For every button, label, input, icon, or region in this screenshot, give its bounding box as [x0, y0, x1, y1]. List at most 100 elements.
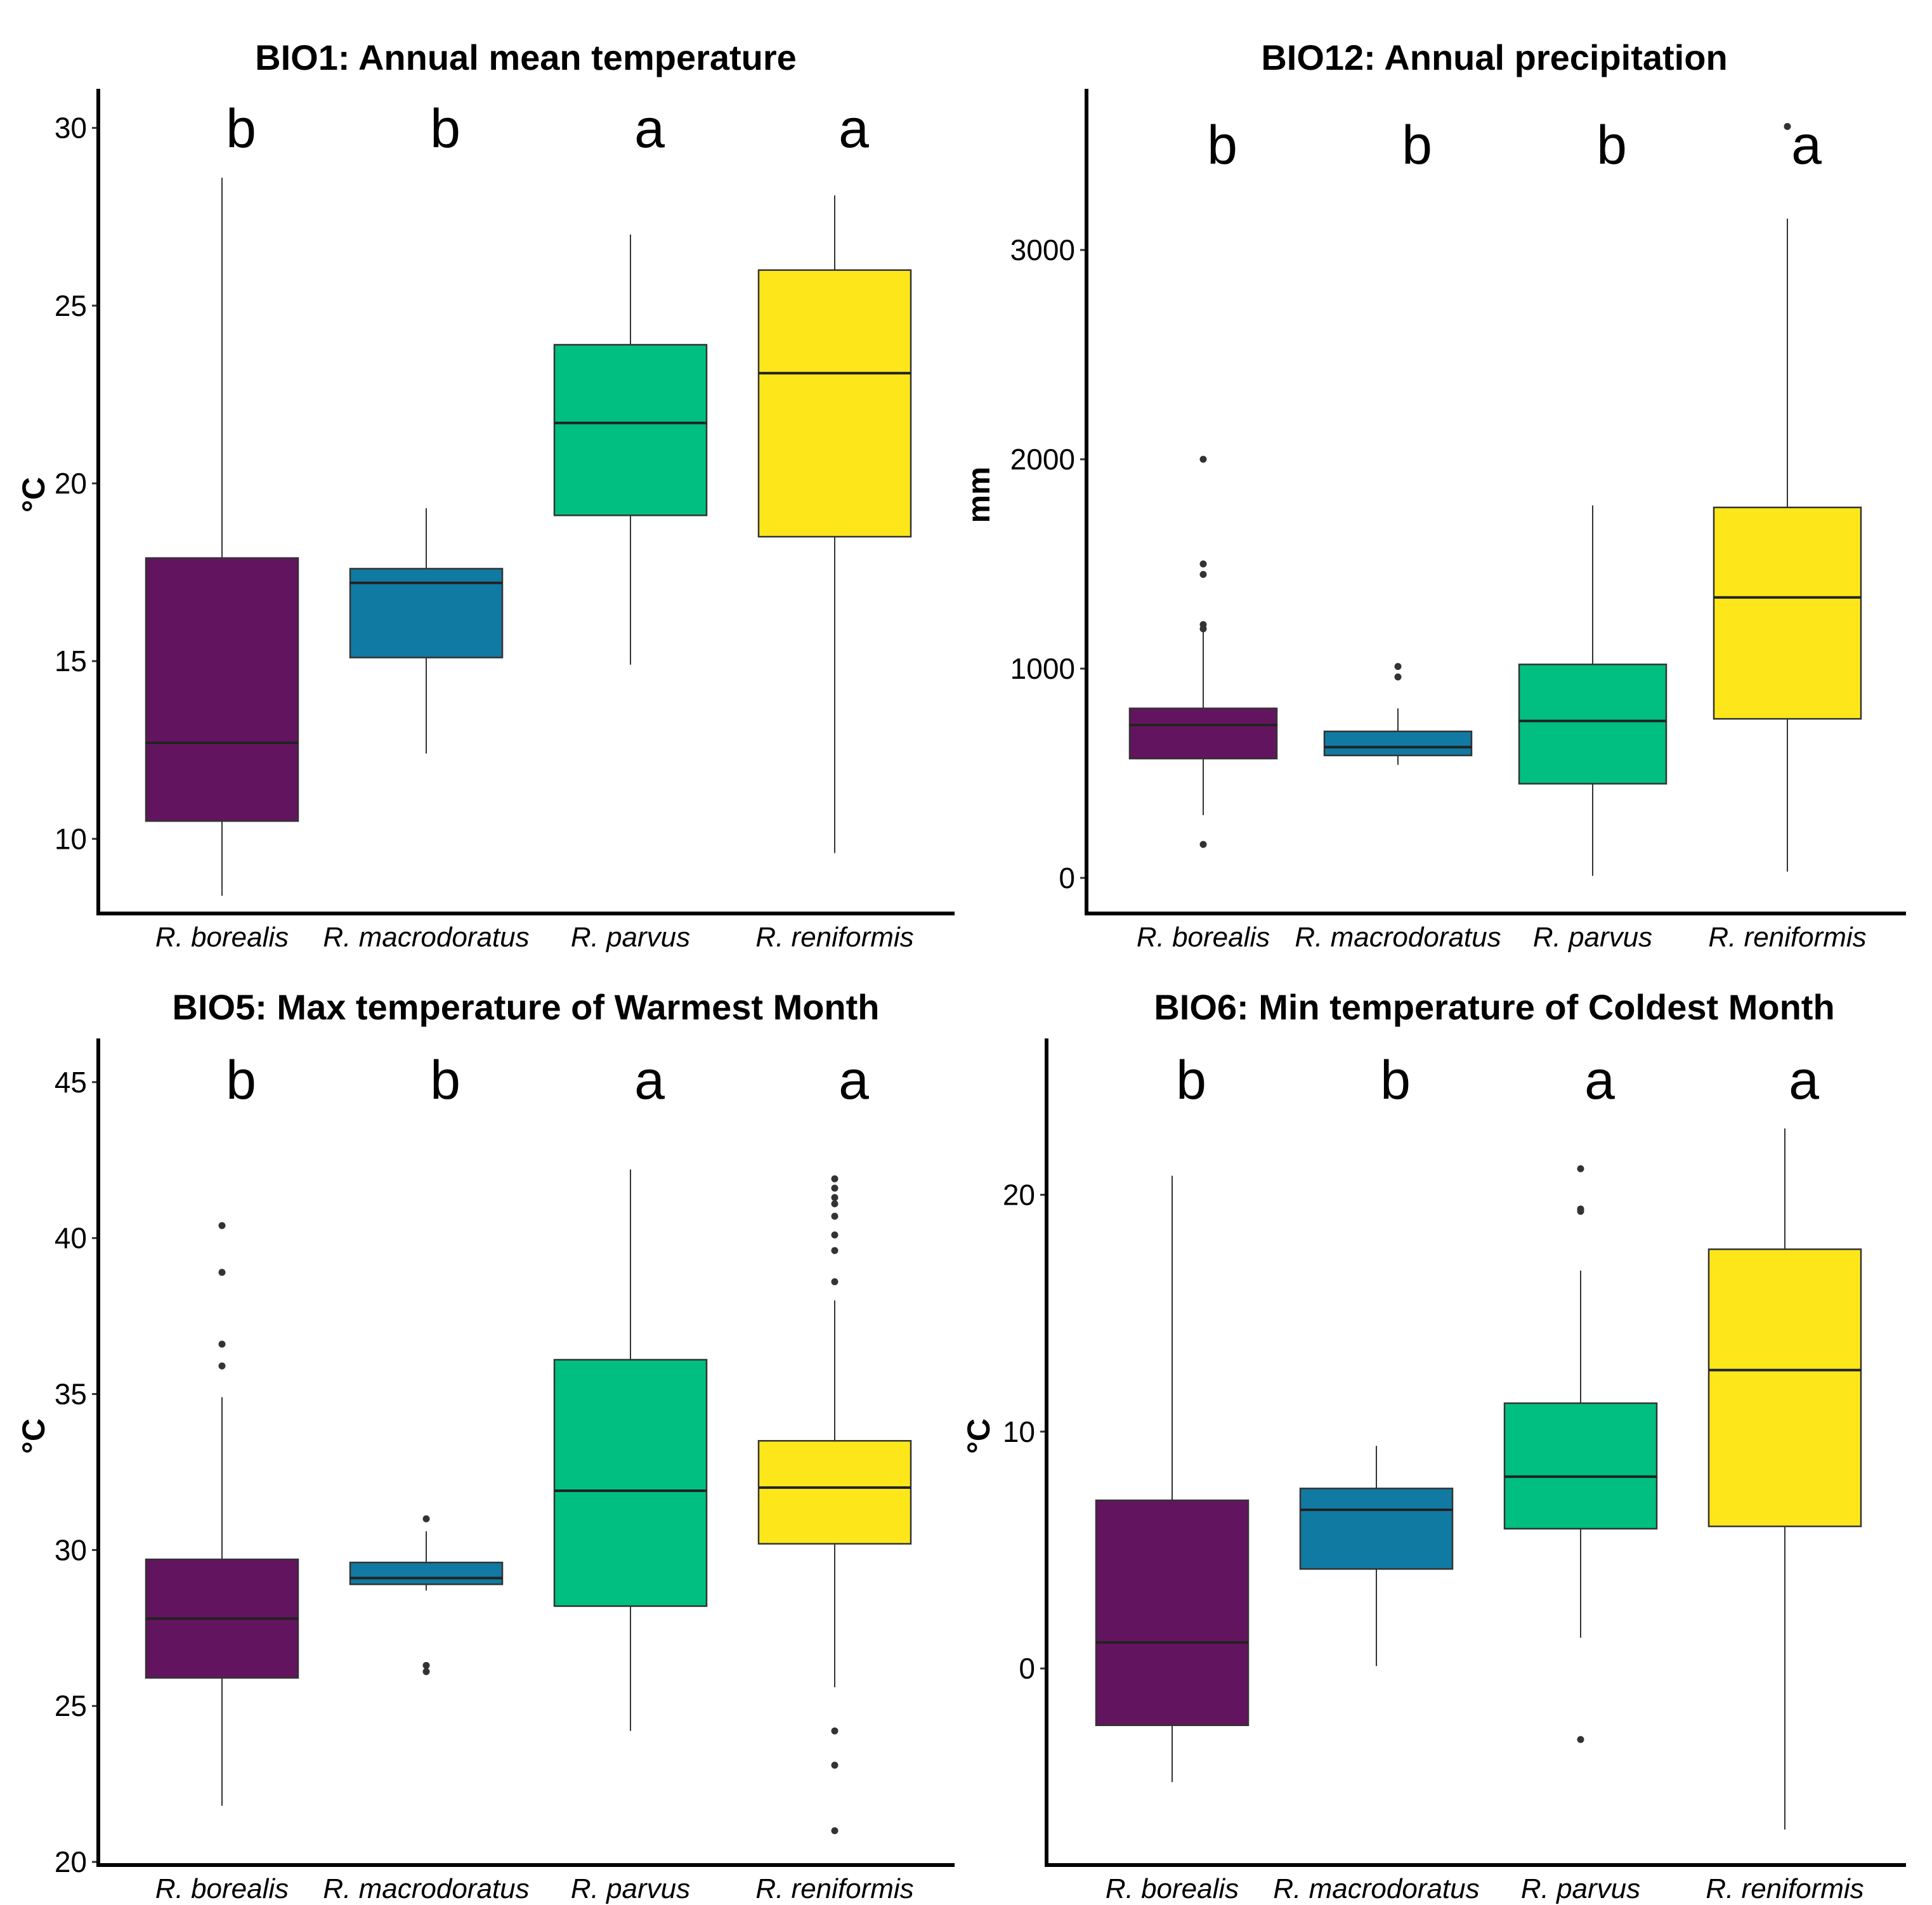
significance-letter: b — [1596, 115, 1627, 176]
panel-bio5: BIO5: Max temperature of Warmest Month °… — [16, 987, 955, 1904]
significance-letter: a — [1789, 1050, 1819, 1111]
y-axis-label: °C — [16, 1418, 51, 1454]
box-iqr — [553, 344, 708, 516]
box-iqr — [1128, 707, 1278, 760]
panel-title: BIO5: Max temperature of Warmest Month — [173, 987, 880, 1027]
box-iqr — [757, 1440, 912, 1545]
significance-letter: a — [1791, 115, 1822, 176]
outlier-point — [218, 1269, 226, 1276]
outlier-point — [1199, 455, 1207, 463]
y-tick-label: 35 — [55, 1378, 87, 1411]
significance-letter: a — [1584, 1050, 1615, 1111]
outlier-point — [1394, 673, 1402, 681]
significance-letter: b — [1380, 1050, 1411, 1111]
outlier-point — [831, 1247, 839, 1254]
y-tick-label: 25 — [55, 289, 87, 322]
box-iqr — [757, 269, 912, 538]
outlier-point — [1577, 1205, 1584, 1213]
x-tick-label: R. macrodoratus — [1295, 922, 1501, 953]
plot-area: 0 10 20 R. borealis b R. macrodoratus b R. parv… — [1003, 1038, 1906, 1904]
x-tick-label: R. macrodoratus — [1273, 1873, 1479, 1904]
significance-letter: b — [430, 98, 460, 159]
outlier-point — [1394, 663, 1402, 671]
plot-area: 20 25 30 35 40 45 R. borealis b R. macrodoratus b… — [55, 1038, 955, 1904]
y-tick-label: 20 — [1003, 1178, 1035, 1211]
y-tick-label: 40 — [55, 1222, 87, 1255]
outlier-point — [1577, 1736, 1584, 1743]
outlier-point — [831, 1194, 839, 1201]
significance-letter: b — [1207, 115, 1237, 176]
x-tick-label: R. reniformis — [1708, 922, 1866, 953]
y-tick-label: 3000 — [1010, 233, 1075, 266]
y-tick-label: 30 — [55, 112, 87, 145]
outlier-point — [831, 1278, 839, 1286]
x-tick-label: R. reniformis — [755, 922, 913, 953]
significance-letter: a — [634, 1050, 665, 1111]
outlier-point — [831, 1200, 839, 1208]
y-tick-label: 30 — [55, 1533, 87, 1566]
outlier-point — [831, 1184, 839, 1192]
y-axis-label: mm — [961, 467, 996, 523]
y-tick-label: 10 — [1003, 1415, 1035, 1448]
x-tick-label: R. borealis — [155, 1873, 289, 1904]
significance-letter: a — [839, 98, 869, 159]
x-tick-label: R. parvus — [1533, 922, 1652, 953]
box-iqr — [1518, 664, 1668, 785]
outlier-point — [1784, 122, 1791, 130]
y-axis-label: °C — [961, 1418, 996, 1454]
x-tick-label: R. parvus — [1521, 1873, 1640, 1904]
outlier-point — [1199, 621, 1207, 629]
significance-letter: b — [1402, 115, 1432, 176]
y-tick-label: 2000 — [1010, 443, 1075, 476]
y-axis-label: °C — [16, 477, 51, 513]
x-tick-label: R. reniformis — [755, 1873, 913, 1904]
panel-title: BIO12: Annual precipitation — [1261, 37, 1727, 77]
x-tick-label: R. reniformis — [1706, 1873, 1863, 1904]
outlier-point — [422, 1668, 430, 1675]
y-tick-label: 1000 — [1010, 652, 1075, 685]
outlier-point — [218, 1222, 226, 1229]
y-tick-label: 0 — [1019, 1652, 1035, 1685]
box-iqr — [1095, 1499, 1250, 1726]
panel-bio1: BIO1: Annual mean temperature °C 10 15 20 2… — [16, 37, 955, 953]
x-tick-label: R. parvus — [571, 922, 690, 953]
box-iqr — [1503, 1402, 1658, 1530]
significance-letter: b — [226, 1050, 256, 1111]
outlier-point — [218, 1362, 226, 1370]
x-tick-label: R. borealis — [1106, 1873, 1239, 1904]
outlier-point — [422, 1661, 430, 1669]
x-tick-label: R. borealis — [155, 922, 289, 953]
outlier-point — [831, 1827, 839, 1835]
plot-area: 10 15 20 25 30 R. borealis b R. macrodoratus b R.… — [55, 89, 955, 953]
panel-bio12: BIO12: Annual precipitation mm 0 1000 2000… — [961, 37, 1906, 953]
y-tick-label: 10 — [55, 822, 87, 855]
outlier-point — [1199, 570, 1207, 578]
outlier-point — [1199, 560, 1207, 568]
significance-letter: a — [839, 1050, 869, 1111]
y-tick-label: 20 — [55, 467, 87, 500]
outlier-point — [831, 1727, 839, 1735]
outlier-point — [1199, 841, 1207, 848]
outlier-point — [422, 1515, 430, 1522]
y-tick-label: 0 — [1059, 861, 1075, 894]
outlier-point — [1577, 1165, 1584, 1172]
y-tick-label: 25 — [55, 1689, 87, 1722]
box-iqr — [1299, 1488, 1454, 1570]
panel-title: BIO6: Min temperature of Coldest Month — [1154, 987, 1834, 1027]
outlier-point — [831, 1762, 839, 1769]
significance-letter: a — [634, 98, 665, 159]
box-iqr — [1707, 1248, 1862, 1528]
box-iqr — [553, 1359, 708, 1607]
significance-letter: b — [1176, 1050, 1206, 1111]
outlier-point — [218, 1340, 226, 1348]
x-tick-label: R. borealis — [1137, 922, 1270, 953]
outlier-point — [831, 1175, 839, 1182]
outlier-point — [831, 1231, 839, 1239]
significance-letter: b — [430, 1050, 460, 1111]
y-tick-label: 20 — [55, 1845, 87, 1878]
box-iqr — [1323, 730, 1473, 757]
box-iqr — [349, 1561, 504, 1585]
panel-bio6: BIO6: Min temperature of Coldest Month °… — [961, 987, 1906, 1904]
panel-title: BIO1: Annual mean temperature — [255, 37, 797, 77]
